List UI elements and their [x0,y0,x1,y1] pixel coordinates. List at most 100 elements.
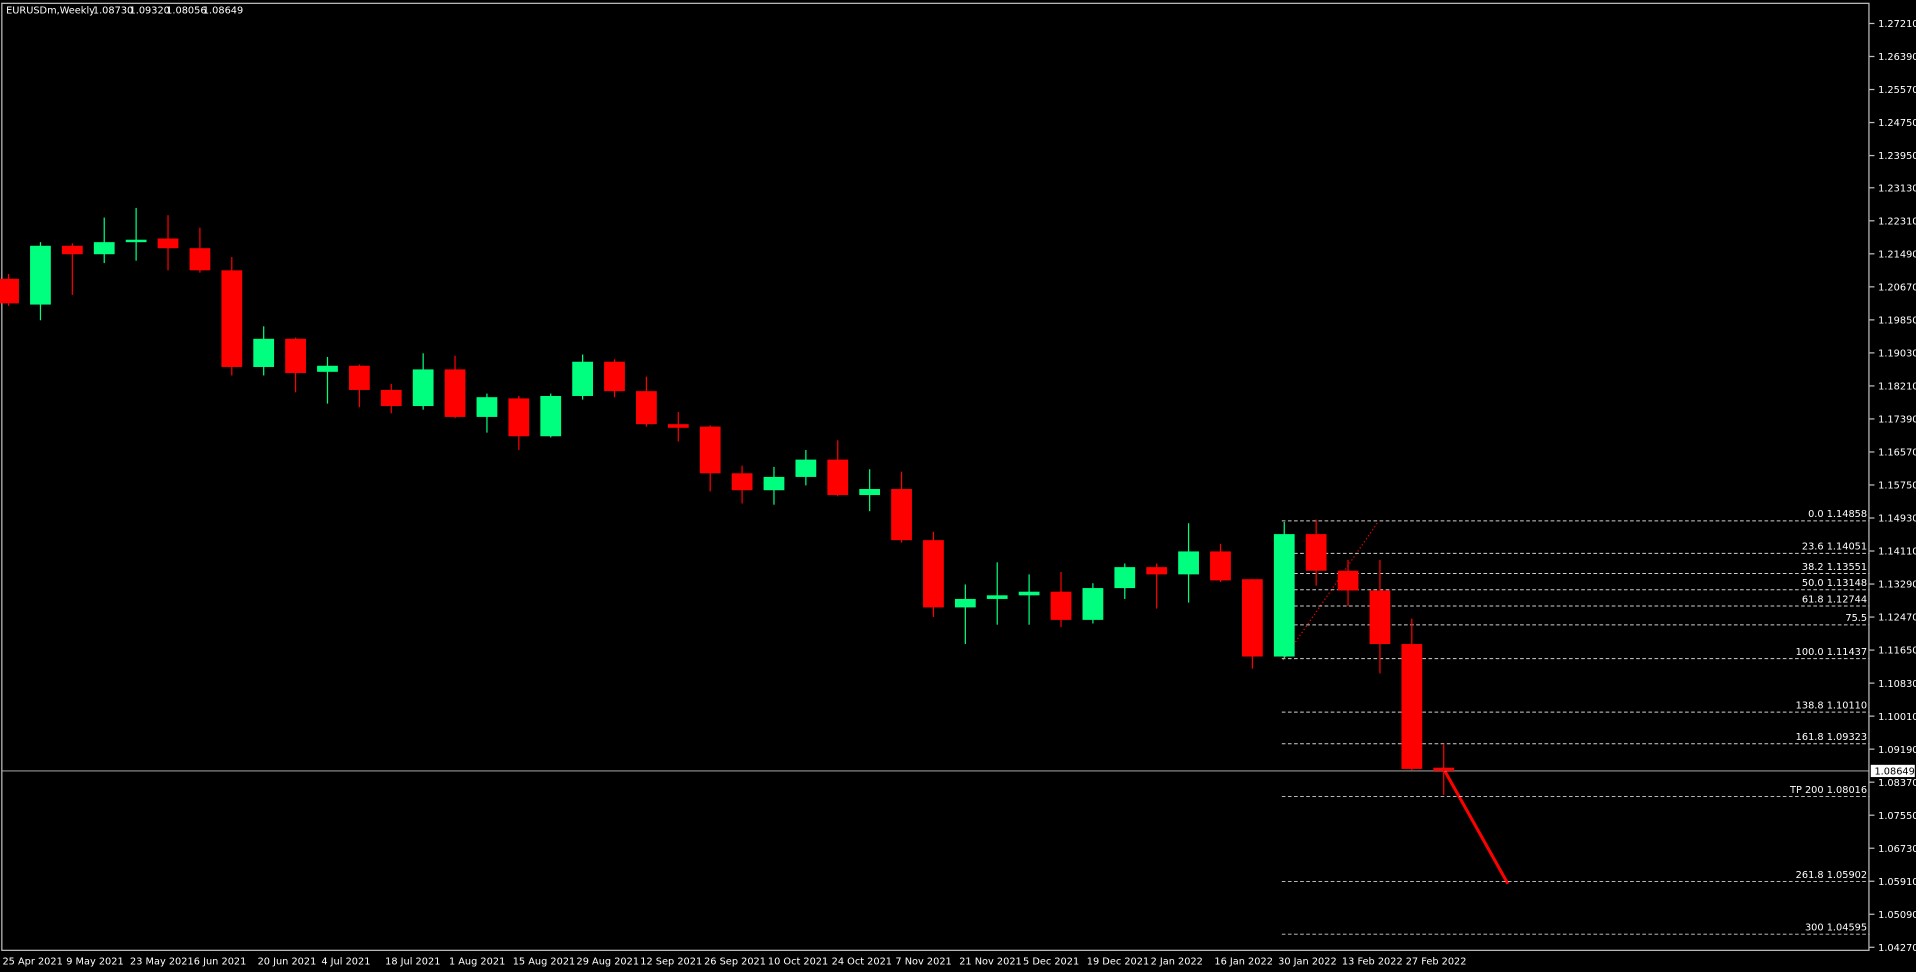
candle-body [412,369,434,407]
x-tick-label: 18 Jul 2021 [385,956,440,967]
y-tick-label: 1.09190 [1878,745,1916,756]
y-tick-label: 1.21490 [1878,249,1916,260]
fib-label: 138.8 1.10110 [1796,700,1867,711]
trend-line [1442,769,1510,885]
x-tick-label: 29 Aug 2021 [577,956,640,967]
candle-body [954,598,976,608]
symbol-title: EURUSDm,Weekly [6,6,95,17]
candle-body [1146,567,1168,575]
y-tick-label: 1.22310 [1878,216,1916,227]
candle-body [508,398,530,437]
candle-body [891,489,912,541]
candle-body [0,278,19,304]
x-tick-label: 2 Jan 2022 [1151,956,1203,967]
open-label: 1.08730 [93,6,133,17]
fib-label: 161.8 1.09323 [1796,732,1867,743]
current-price-box [1870,764,1915,778]
candle-body [317,365,338,372]
fib-label: 75.5 [1845,613,1867,624]
candle-body [604,361,625,392]
x-tick-label: 1 Aug 2021 [449,956,505,967]
candle-body [731,473,753,491]
candle-body [253,338,275,367]
y-tick-label: 1.08370 [1878,778,1916,789]
y-tick-label: 1.26390 [1878,52,1916,63]
x-tick-label: 4 Jul 2021 [321,956,370,967]
candle-body [221,270,243,367]
y-tick-label: 1.24750 [1878,118,1916,129]
y-tick-label: 1.05910 [1878,877,1916,888]
close-label: 1.08649 [203,6,243,17]
candle-body [1050,591,1072,620]
candle-body [93,242,115,255]
candle-body [763,476,785,491]
candle-body [1210,551,1231,581]
x-tick-label: 12 Sep 2021 [640,956,702,967]
fib-label: 261.8 1.05902 [1796,870,1867,881]
candle-body [699,426,721,474]
candle-body [1082,588,1104,620]
x-tick-label: 30 Jan 2022 [1278,956,1337,967]
candle-body [1018,591,1040,596]
candle-body [540,395,562,437]
candle-body [1401,644,1423,769]
y-tick-label: 1.23130 [1878,183,1916,194]
x-tick-label: 23 May 2021 [130,956,194,967]
candle-body [859,489,881,496]
y-tick-label: 1.19850 [1878,316,1916,327]
candle-body [636,391,657,425]
y-tick-label: 1.25570 [1878,85,1916,96]
candle-body [827,459,849,496]
x-tick-label: 13 Feb 2022 [1342,956,1403,967]
y-tick-label: 1.20670 [1878,283,1916,294]
candle-body [476,397,498,417]
fib-label: 50.0 1.13148 [1802,578,1867,589]
candle-body [1273,534,1295,657]
candle-body [572,361,594,396]
x-tick-label: 6 Jun 2021 [194,956,247,967]
low-label: 1.08056 [166,6,206,17]
candle-body [189,248,211,271]
y-tick-label: 1.05090 [1878,910,1916,921]
y-tick-label: 1.23950 [1878,151,1916,162]
candle-body [348,365,370,390]
x-tick-label: 26 Sep 2021 [704,956,766,967]
fib-label: 23.6 1.14051 [1802,542,1867,553]
fib-label: 38.2 1.13551 [1802,562,1867,573]
candle-body [667,424,689,428]
fib-label: 300 1.04595 [1805,923,1867,934]
candle-body [1337,570,1359,591]
x-tick-label: 16 Jan 2022 [1214,956,1273,967]
x-tick-label: 7 Nov 2021 [895,956,951,967]
y-tick-label: 1.04270 [1878,943,1916,954]
candle-body [1178,551,1199,575]
y-tick-label: 1.06730 [1878,844,1916,855]
x-tick-label: 27 Feb 2022 [1406,956,1467,967]
candle-body [986,595,1008,599]
header: EURUSDm,Weekly 1.08730 1.09320 1.08056 1… [6,6,243,17]
y-tick-label: 1.19030 [1878,349,1916,360]
y-tick-label: 1.18210 [1878,382,1916,393]
candle-body [1369,590,1391,645]
fib-label: TP 200 1.08016 [1789,785,1867,796]
candle-body [61,245,83,255]
candle-body [285,338,306,374]
x-tick-label: 21 Nov 2021 [959,956,1022,967]
fib-label: 0.0 1.14858 [1808,509,1867,520]
candle-body [1433,767,1455,771]
candle-body [30,245,51,305]
candle-body [1241,579,1263,657]
x-tick-label: 9 May 2021 [66,956,123,967]
y-tick-label: 1.14110 [1878,547,1916,558]
candle-body [1305,534,1327,571]
y-tick-label: 1.11650 [1878,646,1916,657]
y-tick-label: 1.12470 [1878,613,1916,624]
x-tick-label: 10 Oct 2021 [768,956,828,967]
current-price-label: 1.08649 [1874,767,1914,778]
high-label: 1.09320 [130,6,170,17]
candle-body [125,239,147,243]
y-tick-label: 1.13290 [1878,580,1916,591]
x-tick-label: 5 Dec 2021 [1023,956,1079,967]
candle-body [380,389,402,407]
candle-body [157,238,179,249]
